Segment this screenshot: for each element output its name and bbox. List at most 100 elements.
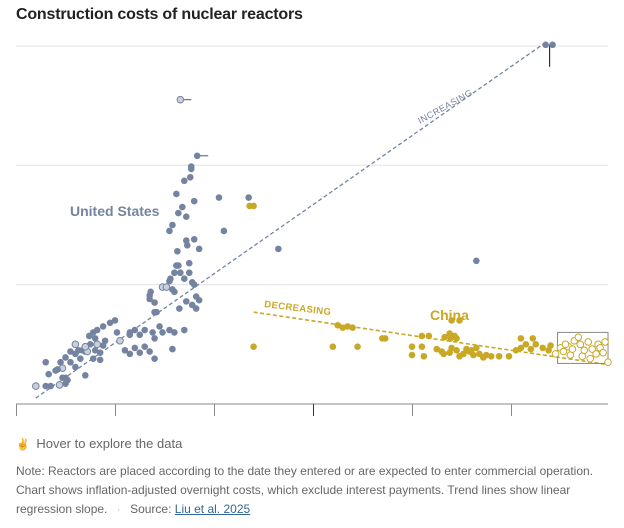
hand-pointer-icon: ✌ <box>16 439 30 451</box>
china-data-point <box>588 345 596 353</box>
us-data-point <box>89 355 97 362</box>
us-data-point <box>151 355 158 362</box>
china-data-point <box>349 324 356 331</box>
china-data-point <box>329 343 337 351</box>
us-data-point <box>159 329 166 336</box>
china-data-point <box>425 332 433 340</box>
us-data-point <box>93 340 101 349</box>
china-data-point <box>441 333 448 341</box>
china-data-point <box>381 335 389 342</box>
us-data-point <box>190 197 198 205</box>
china-data-point <box>584 338 593 346</box>
us-data-point <box>126 350 134 358</box>
us-data-point <box>473 257 480 265</box>
us-data-point <box>149 329 156 336</box>
us-data-point <box>141 343 148 351</box>
source-label: Source: <box>130 502 172 516</box>
china-data-point <box>568 345 577 353</box>
us-data-point <box>179 203 186 211</box>
us-data-point <box>153 308 160 316</box>
us-data-point <box>182 298 190 305</box>
us-data-point <box>169 345 176 353</box>
note-text: Note: Reactors are placed according to t… <box>16 464 593 516</box>
us-data-point <box>169 221 176 229</box>
us-data-point <box>147 288 154 296</box>
us-data-point <box>32 382 40 390</box>
us-data-point <box>55 381 64 389</box>
us-data-point <box>101 337 109 345</box>
china-data-point <box>551 350 560 358</box>
china-data-point <box>440 350 447 358</box>
us-data-point <box>47 382 54 390</box>
us-data-point <box>136 349 144 356</box>
us-data-point <box>54 366 61 373</box>
us-data-point <box>182 213 190 220</box>
china-data-point <box>547 342 554 349</box>
us-data-point <box>187 163 195 170</box>
us-data-point <box>195 245 203 253</box>
hover-hint: ✌ Hover to explore the data <box>16 436 182 451</box>
us-data-point <box>195 296 203 304</box>
china-data-point <box>586 354 595 363</box>
us-data-point <box>131 326 139 334</box>
china-data-point <box>482 351 490 359</box>
china-data-point <box>505 352 513 360</box>
us-data-point <box>42 382 49 390</box>
us-data-point <box>136 331 144 339</box>
china-data-point <box>539 344 546 352</box>
us-data-point <box>215 194 223 201</box>
us-data-point <box>151 299 158 306</box>
china-data-point <box>529 335 537 342</box>
china-data-point <box>517 335 525 342</box>
china-data-point <box>561 340 570 349</box>
us-data-point <box>141 326 148 334</box>
us-data-point <box>182 237 190 244</box>
label-increasing: INCREASING <box>416 87 474 125</box>
us-data-point <box>91 335 99 342</box>
us-data-point <box>176 95 185 104</box>
us-data-point <box>72 363 79 371</box>
us-data-point <box>190 281 198 288</box>
us-data-point <box>220 227 228 235</box>
china-data-point <box>448 317 455 324</box>
source-link[interactable]: Liu et al. 2025 <box>174 502 251 516</box>
us-data-point <box>71 340 80 349</box>
china-data-point <box>250 202 257 210</box>
us-data-point <box>64 376 71 384</box>
china-data-point <box>517 344 525 352</box>
us-data-point <box>185 269 193 277</box>
us-data-point <box>62 354 69 361</box>
hover-hint-text: Hover to explore the data <box>36 436 183 451</box>
us-data-point <box>542 41 549 49</box>
china-data-point <box>592 350 600 358</box>
china-data-point <box>527 345 535 353</box>
us-data-point <box>166 227 173 235</box>
china-data-point <box>354 343 361 351</box>
china-data-point <box>559 347 568 356</box>
china-data-point <box>418 332 426 340</box>
china-data-point <box>599 348 607 357</box>
china-data-point <box>408 343 416 351</box>
us-data-point <box>99 323 107 330</box>
china-data-point <box>453 347 460 354</box>
china-data-point <box>456 317 463 324</box>
us-data-point <box>185 259 193 267</box>
us-data-point <box>146 348 153 355</box>
china-data-point <box>512 347 520 354</box>
us-data-point <box>96 349 104 356</box>
china-data-point <box>487 352 495 360</box>
us-data-point <box>57 358 64 366</box>
china-data-point <box>473 344 480 352</box>
us-data-point <box>173 190 180 198</box>
china-data-point <box>250 343 257 351</box>
us-data-point <box>175 262 182 269</box>
us-data-point <box>176 305 183 312</box>
us-data-point <box>186 173 194 181</box>
china-data-point <box>448 344 455 352</box>
us-data-point <box>174 247 181 255</box>
china-data-point <box>576 340 585 349</box>
us-data-point <box>77 355 84 362</box>
us-data-point <box>82 372 89 379</box>
